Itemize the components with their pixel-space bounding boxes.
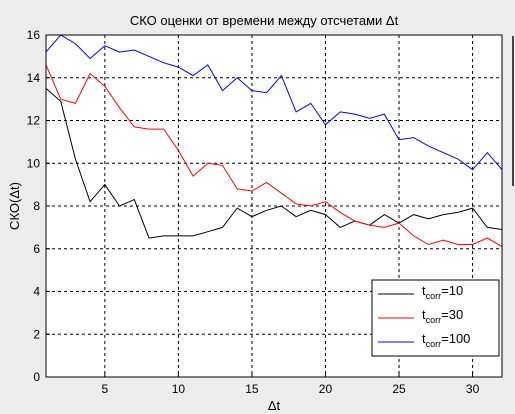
x-tick-label: 20 [319, 382, 333, 396]
y-tick-label: 2 [33, 327, 40, 341]
x-tick-label: 15 [245, 382, 259, 396]
series-line [45, 88, 503, 239]
y-tick-label: 12 [27, 114, 41, 128]
x-tick-label: 10 [172, 382, 186, 396]
y-tick-label: 4 [33, 285, 40, 299]
plot-frame [45, 34, 503, 378]
y-tick-label: 14 [27, 71, 41, 85]
y-axis-label: СКО(Δt) [7, 182, 22, 230]
tick-labels: 5 10 15 20 25 30 0 2 4 6 8 10 12 14 16 [27, 28, 480, 396]
chart-title: СКО оценки от времени между отсчетами Δt [130, 13, 399, 28]
legend: tcorr=10 tcorr=30 tcorr=100 [371, 279, 500, 357]
legend-entry-label: tcorr=30 [422, 307, 463, 325]
x-tick-label: 25 [392, 382, 406, 396]
y-tick-label: 16 [27, 28, 41, 42]
x-tick-label: 5 [101, 382, 108, 396]
y-tick-label: 8 [33, 199, 40, 213]
y-tick-label: 0 [33, 370, 40, 384]
y-tick-label: 6 [33, 242, 40, 256]
series-line [45, 34, 503, 171]
x-tick-label: 30 [466, 382, 480, 396]
series-line [45, 64, 503, 248]
legend-entry-label: tcorr=10 [422, 283, 463, 301]
y-tick-label: 10 [27, 156, 41, 170]
scrollbar-edge [512, 36, 514, 186]
series-lines [45, 34, 503, 248]
x-axis-label: Δt [268, 398, 281, 413]
legend-entry-label: tcorr=100 [422, 331, 470, 349]
